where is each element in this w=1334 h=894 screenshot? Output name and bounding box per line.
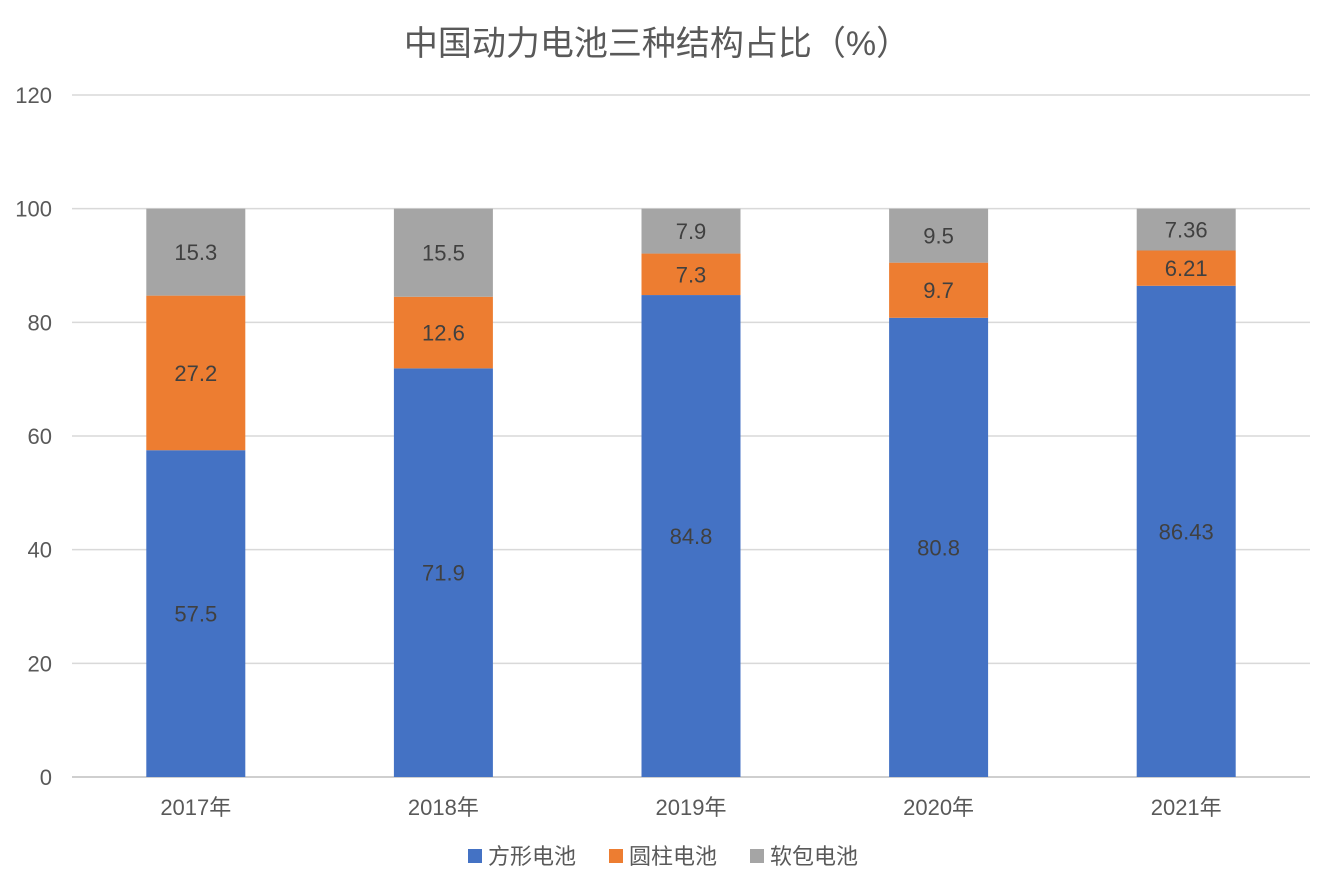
data-label: 84.8 <box>670 524 713 549</box>
y-tick-label: 120 <box>15 83 52 108</box>
legend-label: 软包电池 <box>770 844 858 869</box>
y-axis-ticks: 0 20 40 60 80 100 120 <box>15 83 52 790</box>
data-label: 71.9 <box>422 561 465 586</box>
legend-label: 方形电池 <box>488 844 576 869</box>
data-label: 6.21 <box>1165 256 1208 281</box>
data-labels: 57.5 27.2 15.3 71.9 12.6 15.5 84.8 7.3 7.9 80.8 9.… <box>174 218 1213 627</box>
x-category-label: 2017年 <box>160 795 231 820</box>
x-category-label: 2018年 <box>408 795 479 820</box>
data-label: 7.9 <box>676 219 707 244</box>
bar-segment <box>1136 285 1236 777</box>
x-axis-categories: 2017年 2018年 2019年 2020年 2021年 <box>160 795 1221 820</box>
bar-segment <box>393 368 493 777</box>
bar-segment <box>1136 250 1236 286</box>
x-category-label: 2019年 <box>656 795 727 820</box>
legend-swatch <box>750 849 764 863</box>
bar-segment <box>146 450 246 777</box>
x-category-label: 2020年 <box>903 795 974 820</box>
x-category-label: 2021年 <box>1151 795 1222 820</box>
bar-segment <box>1136 208 1236 251</box>
y-tick-label: 100 <box>15 197 52 222</box>
bars <box>146 208 1236 777</box>
data-label: 80.8 <box>917 535 960 560</box>
legend-label: 圆柱电池 <box>629 844 717 869</box>
bar-segment <box>889 262 989 318</box>
data-label: 12.6 <box>422 321 465 346</box>
bar-segment <box>889 208 989 263</box>
bar-segment <box>641 253 741 296</box>
data-label: 86.43 <box>1159 519 1214 544</box>
legend-swatch <box>468 849 482 863</box>
bar-segment <box>146 208 246 296</box>
bar-segment <box>641 295 741 777</box>
chart-title: 中国动力电池三种结构占比（%） <box>404 25 910 63</box>
y-tick-label: 40 <box>28 538 52 563</box>
data-label: 9.5 <box>923 224 954 249</box>
data-label: 15.5 <box>422 241 465 266</box>
data-label: 7.3 <box>676 262 707 287</box>
bar-segment <box>146 295 246 451</box>
data-label: 15.3 <box>174 240 217 265</box>
y-tick-label: 20 <box>28 651 52 676</box>
data-label: 9.7 <box>923 278 954 303</box>
data-label: 7.36 <box>1165 218 1208 243</box>
bar-segment <box>889 317 989 777</box>
y-tick-label: 60 <box>28 424 52 449</box>
bar-segment <box>393 296 493 369</box>
data-label: 57.5 <box>174 602 217 627</box>
bar-segment <box>641 208 741 254</box>
data-label: 27.2 <box>174 361 217 386</box>
legend-swatch <box>609 849 623 863</box>
bar-segment <box>393 208 493 297</box>
y-tick-label: 0 <box>40 765 52 790</box>
legend: 方形电池 圆柱电池 软包电池 <box>468 844 858 869</box>
y-tick-label: 80 <box>28 310 52 335</box>
